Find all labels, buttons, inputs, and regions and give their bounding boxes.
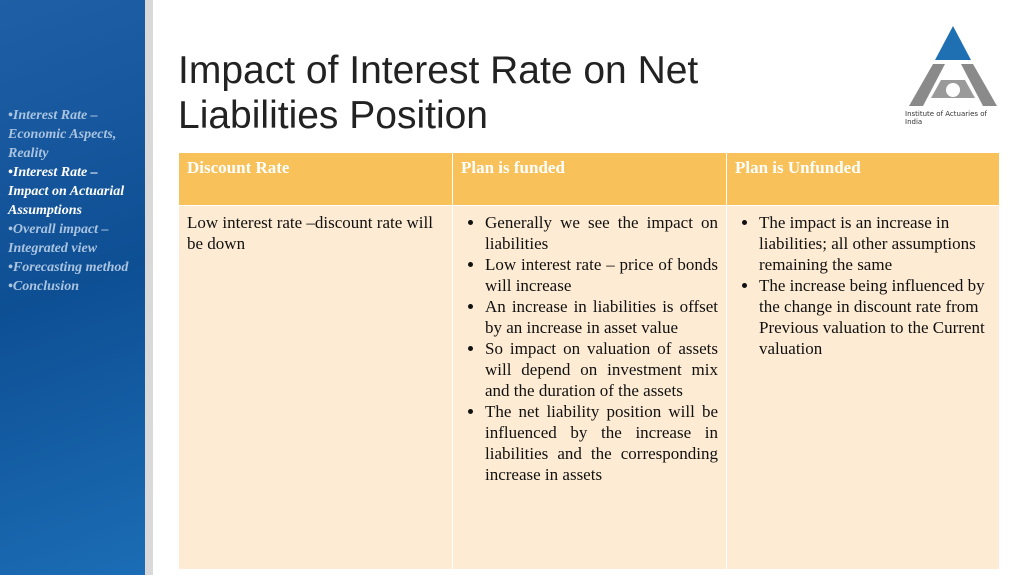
logo-text: Institute of Actuaries of India <box>905 110 988 126</box>
sidebar-item: Interest Rate – Economic Aspects, Realit… <box>8 106 136 163</box>
table-row: Low interest rate –discount rate will be… <box>178 205 1000 570</box>
header-cell: Discount Rate <box>178 152 453 206</box>
bullet-item: Low interest rate – price of bonds will … <box>485 254 718 296</box>
logo <box>909 26 997 106</box>
bullet-list: Generally we see the impact on liabiliti… <box>461 212 718 485</box>
bullet-item: So impact on valuation of assets will de… <box>485 338 718 401</box>
slide-title: Impact of Interest Rate on Net Liabiliti… <box>178 49 699 137</box>
bullet-item: The increase being influenced by the cha… <box>759 275 991 359</box>
sidebar-item: Conclusion <box>8 277 136 296</box>
sidebar-list: Interest Rate – Economic Aspects, Realit… <box>8 106 136 296</box>
sidebar-item: Interest Rate – Impact on Actuarial Assu… <box>8 163 136 220</box>
sidebar-item: Forecasting method <box>8 258 136 277</box>
bullet-list: The impact is an increase in liabilities… <box>735 212 991 359</box>
bullet-item: Generally we see the impact on liabiliti… <box>485 212 718 254</box>
sidebar: Interest Rate – Economic Aspects, Realit… <box>0 0 145 575</box>
bullet-item: The net liability position will be influ… <box>485 401 718 485</box>
bullet-item: The impact is an increase in liabilities… <box>759 212 991 275</box>
table-header: Discount Rate Plan is funded Plan is Unfun… <box>178 152 1000 206</box>
table-cell: Generally we see the impact on liabiliti… <box>452 205 727 570</box>
divider <box>145 0 153 575</box>
header-cell: Plan is funded <box>452 152 727 206</box>
sidebar-item: Overall impact – Integrated view <box>8 220 136 258</box>
table-cell: The impact is an increase in liabilities… <box>726 205 1000 570</box>
table: Discount Rate Plan is funded Plan is Unfun… <box>178 152 1000 570</box>
bullet-item: An increase in liabilities is offset by … <box>485 296 718 338</box>
header-cell: Plan is Unfunded <box>726 152 1000 206</box>
table-cell: Low interest rate –discount rate will be… <box>178 205 453 570</box>
table-body: Low interest rate –discount rate will be… <box>178 205 1000 570</box>
